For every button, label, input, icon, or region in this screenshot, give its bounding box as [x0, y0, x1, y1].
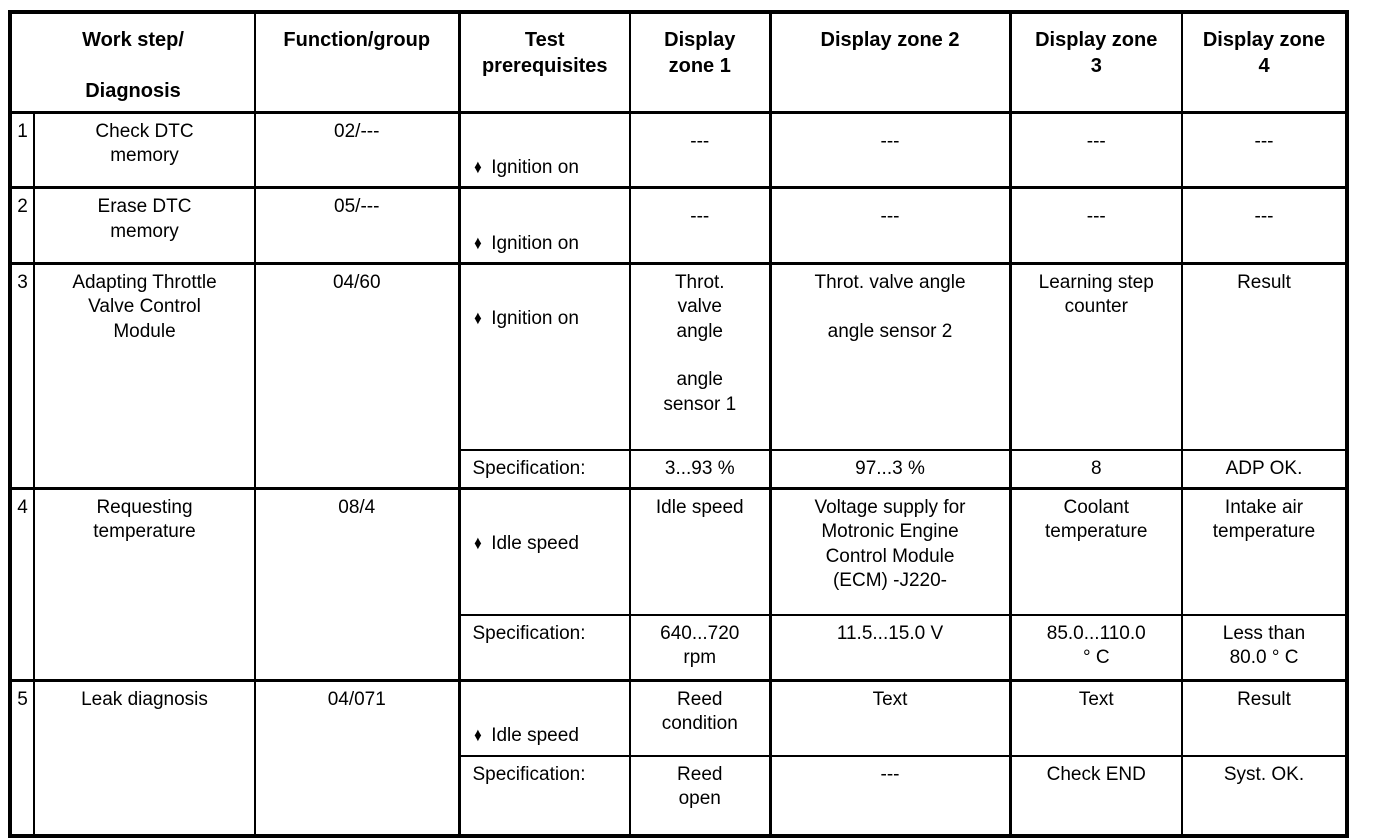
header-display-zone-1: Display zone 1 — [629, 10, 771, 114]
r4-display-zone-4-cell: Intake air temperature — [1181, 487, 1348, 616]
r5-spec-zone-4-cell: Syst. OK. — [1181, 754, 1348, 837]
header-row: Work step/ Diagnosis Function/group Test… — [9, 10, 1348, 114]
r2-function-group-cell: 05/--- — [254, 186, 460, 265]
r5-function-group-cell: 04/071 — [254, 679, 460, 837]
r5-display-zone-3-cell: Text — [1008, 679, 1183, 757]
r1-work-step-cell: Check DTC memory — [33, 110, 256, 189]
r1-display-zone-4-cell: --- — [1181, 110, 1348, 189]
r5-display-zone-2-cell: Text — [768, 679, 1011, 757]
r5-number-cell: 5 — [9, 679, 35, 837]
header-function-group: Function/group — [254, 10, 460, 114]
r3-specification-label-cell: Specification: — [457, 448, 631, 490]
r1-function-group-cell: 02/--- — [254, 110, 460, 189]
r5-display-zone-1-cell: Reed condition — [629, 679, 771, 757]
r2-display-zone-1-cell: --- — [629, 186, 771, 265]
r2-display-zone-3-cell: --- — [1008, 186, 1183, 265]
r4-test-prerequisites-cell: ♦ Idle speed — [457, 487, 631, 616]
header-display-zone-2: Display zone 2 — [768, 10, 1011, 114]
r5-test-prerequisites-cell: ♦ Idle speed — [457, 679, 631, 757]
r4-prerequisite-text: Idle speed — [491, 533, 579, 555]
r4-display-zone-2-cell: Voltage supply for Motronic Engine Contr… — [768, 487, 1011, 616]
r1-display-zone-2-cell: --- — [768, 110, 1011, 189]
r3-test-prerequisites-cell: ♦ Ignition on — [457, 262, 631, 451]
r1-display-zone-1-cell: --- — [629, 110, 771, 189]
r5-display-zone-4-cell: Result — [1181, 679, 1348, 757]
table-row-1: 1 Check DTC memory 02/--- ♦ Ignition on -… — [9, 110, 1348, 189]
r2-prerequisite-text: Ignition on — [491, 232, 579, 254]
r2-number-cell: 2 — [9, 186, 35, 265]
r3-spec-zone-4-cell: ADP OK. — [1181, 448, 1348, 490]
r3-display-zone-3-cell: Learning step counter — [1008, 262, 1183, 451]
diagnosis-function-table: Work step/ Diagnosis Function/group Test… — [8, 10, 1349, 838]
r1-test-prerequisites-cell: ♦ Ignition on — [457, 110, 631, 189]
r2-display-zone-2-cell: --- — [768, 186, 1011, 265]
r3-work-step-cell: Adapting Throttle Valve Control Module — [33, 262, 256, 490]
r4-spec-zone-4-cell: Less than 80.0 ° C — [1181, 613, 1348, 682]
r2-work-step-cell: Erase DTC memory — [33, 186, 256, 265]
table-row-5: 5 Leak diagnosis 04/071 ♦ Idle speed Reed… — [9, 679, 1348, 837]
diamond-bullet-icon: ♦ — [473, 533, 482, 555]
r5-spec-zone-2-cell: --- — [768, 754, 1011, 837]
r3-spec-zone-1-cell: 3...93 % — [629, 448, 771, 490]
table-row-3-specification: Specification: 3...93 % 97...3 % 8 ADP O… — [10, 448, 1348, 490]
header-work-step: Work step/ Diagnosis — [9, 10, 256, 114]
r4-function-group-cell: 08/4 — [254, 487, 460, 682]
r3-number-cell: 3 — [9, 262, 35, 490]
r5-prerequisite-text: Idle speed — [491, 725, 579, 747]
header-display-zone-3: Display zone 3 — [1008, 10, 1183, 114]
r1-display-zone-3-cell: --- — [1008, 110, 1183, 189]
header-test-prerequisites: Test prerequisites — [457, 10, 631, 114]
page: Work step/ Diagnosis Function/group Test… — [8, 10, 1349, 838]
r1-number-cell: 1 — [9, 110, 35, 189]
r3-display-zone-4-cell: Result — [1181, 262, 1348, 451]
r4-spec-zone-1-cell: 640...720 rpm — [629, 613, 771, 682]
r3-function-group-cell: 04/60 — [254, 262, 460, 490]
r4-specification-label-cell: Specification: — [457, 613, 631, 682]
table-row-4: 4 Requesting temperature 08/4 ♦ Idle spee… — [9, 487, 1348, 682]
diamond-bullet-icon: ♦ — [473, 308, 482, 330]
r4-display-zone-1-cell: Idle speed — [629, 487, 771, 616]
r4-number-cell: 4 — [9, 487, 35, 682]
r5-spec-zone-1-cell: Reed open — [629, 754, 771, 837]
diamond-bullet-icon: ♦ — [473, 725, 482, 747]
header-display-zone-4: Display zone 4 — [1181, 10, 1348, 114]
r3-display-zone-1-cell: Throt. valve angle angle sensor 1 — [629, 262, 771, 451]
r2-test-prerequisites-cell: ♦ Ignition on — [457, 186, 631, 265]
r3-prerequisite-text: Ignition on — [491, 308, 579, 330]
r4-work-step-cell: Requesting temperature — [33, 487, 256, 682]
r3-spec-zone-3-cell: 8 — [1008, 448, 1183, 490]
r1-prerequisite-text: Ignition on — [491, 157, 579, 179]
table-row-4-specification: Specification: 640...720 rpm 11.5...15.0… — [10, 613, 1348, 682]
table-row-3: 3 Adapting Throttle Valve Control Module… — [9, 262, 1348, 490]
r3-display-zone-2-cell: Throt. valve angle angle sensor 2 — [768, 262, 1011, 451]
r5-specification-label-cell: Specification: — [457, 754, 631, 837]
diamond-bullet-icon: ♦ — [473, 232, 482, 254]
r5-work-step-cell: Leak diagnosis — [33, 679, 256, 837]
r3-spec-zone-2-cell: 97...3 % — [768, 448, 1011, 490]
r5-spec-zone-3-cell: Check END — [1008, 754, 1183, 837]
r2-display-zone-4-cell: --- — [1181, 186, 1348, 265]
r4-spec-zone-3-cell: 85.0...110.0 ° C — [1008, 613, 1183, 682]
r4-spec-zone-2-cell: 11.5...15.0 V — [768, 613, 1011, 682]
r4-display-zone-3-cell: Coolant temperature — [1008, 487, 1183, 616]
diamond-bullet-icon: ♦ — [473, 157, 482, 179]
table-row-2: 2 Erase DTC memory 05/--- ♦ Ignition on -… — [9, 186, 1348, 265]
